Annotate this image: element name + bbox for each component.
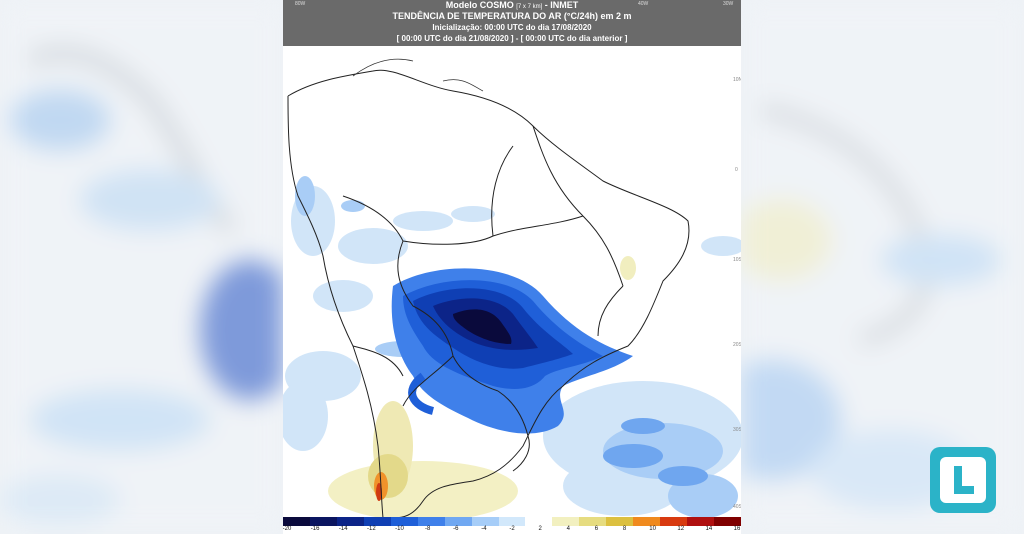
validity-text: [ 00:00 UTC do dia 21/08/2020 ] - [ 00:0… xyxy=(396,34,628,43)
latitude-tick: 20S xyxy=(733,342,741,348)
colorbar-label: 16 xyxy=(733,526,741,532)
logo-letter-foot xyxy=(954,486,974,494)
latitude-tick: 10N xyxy=(733,77,741,83)
colorbar-label: -14 xyxy=(338,526,348,532)
colorbar-swatches xyxy=(283,517,741,526)
colorbar-swatch xyxy=(363,517,391,526)
colorbar-swatch xyxy=(444,517,472,526)
colorbar-label: 6 xyxy=(594,526,599,532)
logo-letter-stem xyxy=(954,466,962,494)
colorbar-label: -10 xyxy=(395,526,404,532)
longitude-tick: 80W xyxy=(295,1,306,7)
latitude-tick: 0 xyxy=(735,167,738,173)
map-header: 80W 40W 30W Modelo COSMO [7 x 7 km] - IN… xyxy=(283,0,741,46)
colorbar-label: -16 xyxy=(310,526,320,532)
colorbar-swatch xyxy=(390,517,418,526)
logo-inner xyxy=(940,457,986,503)
colorbar-label: -4 xyxy=(481,526,487,532)
colorbar-swatch xyxy=(687,517,714,526)
colorbar-swatch xyxy=(633,517,661,526)
longitude-tick: 40W xyxy=(638,1,649,7)
colorbar-swatch xyxy=(714,517,741,526)
colorbar-swatch xyxy=(336,517,364,526)
colorbar-swatch xyxy=(471,517,499,526)
colorbar-label: 10 xyxy=(649,526,656,532)
latitude-tick: 40S xyxy=(733,504,741,510)
colorbar-swatch xyxy=(417,517,445,526)
colorbar-labels: -20 -16 -14 -12 -10 -8 -6 -4 -2 2 4 6 8 10 12 14 16 xyxy=(283,526,741,534)
colorbar-label: -20 xyxy=(283,526,292,532)
colorbar-label: -6 xyxy=(453,526,459,532)
temperature-tendency-map: 10N 0 10S 20S 30S 40S xyxy=(283,46,741,521)
colorbar-label: 8 xyxy=(622,526,627,532)
initialization-text: Inicialização: 00:00 UTC do dia 17/08/20… xyxy=(432,23,592,32)
longitude-tick: 30W xyxy=(723,1,734,7)
forecast-map-panel: 80W 40W 30W Modelo COSMO [7 x 7 km] - IN… xyxy=(283,0,741,534)
colorbar-swatch xyxy=(309,517,337,526)
colorbar-label: 2 xyxy=(538,526,542,532)
model-name: Modelo COSMO xyxy=(445,0,514,10)
model-line: Modelo COSMO [7 x 7 km] - INMET xyxy=(283,0,741,13)
colorbar-swatch xyxy=(660,517,688,526)
background-left xyxy=(0,0,283,534)
map-title: TENDÊNCIA DE TEMPERATURA DO AR (°C/24h) … xyxy=(392,11,632,21)
colorbar-label: 14 xyxy=(705,526,713,532)
colorbar-swatch xyxy=(579,517,607,526)
colorbar-swatch xyxy=(498,517,526,526)
colorbar-swatch xyxy=(283,517,310,526)
colorbar-label: -12 xyxy=(367,526,376,532)
latitude-tick: 10S xyxy=(733,257,741,263)
colorbar-label: -2 xyxy=(509,526,515,532)
colorbar-swatch xyxy=(552,517,580,526)
colorbar-label: 4 xyxy=(566,526,570,532)
colorbar: -20 -16 -14 -12 -10 -8 -6 -4 -2 2 4 6 8 10 12 14 16 xyxy=(283,517,741,534)
model-resolution: [7 x 7 km] xyxy=(516,4,543,10)
latitude-tick: 30S xyxy=(733,427,741,433)
model-institute: - INMET xyxy=(544,0,579,10)
L-logo xyxy=(930,447,996,513)
colorbar-swatch xyxy=(606,517,634,526)
colorbar-label: 12 xyxy=(677,526,685,532)
colorbar-swatch xyxy=(525,517,553,526)
colorbar-label: -8 xyxy=(424,526,431,532)
